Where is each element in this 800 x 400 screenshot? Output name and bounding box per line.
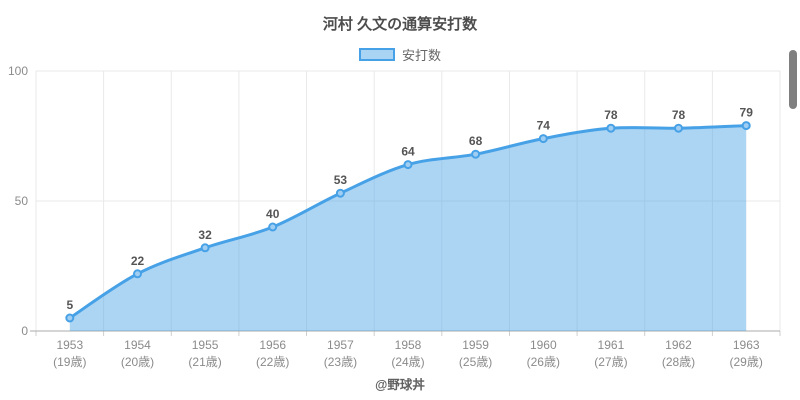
y-tick-label: 50 xyxy=(15,194,29,208)
data-point[interactable] xyxy=(335,188,345,198)
x-tick-label-age: (29歳) xyxy=(730,355,763,369)
x-tick-label-year: 1955 xyxy=(192,338,219,352)
x-tick-label-age: (24歳) xyxy=(391,355,424,369)
y-tick-label: 0 xyxy=(21,324,28,338)
data-point-label: 74 xyxy=(537,119,551,133)
legend-label: 安打数 xyxy=(401,48,441,63)
x-tick-label-year: 1959 xyxy=(462,338,489,352)
x-tick-label-year: 1957 xyxy=(327,338,354,352)
data-point[interactable] xyxy=(606,123,616,133)
data-point-label: 78 xyxy=(672,108,686,122)
x-tick-label-year: 1953 xyxy=(56,338,83,352)
data-point[interactable] xyxy=(674,123,683,133)
data-point[interactable] xyxy=(133,269,142,279)
data-point-label: 5 xyxy=(66,298,73,312)
x-tick-label-age: (20歳) xyxy=(121,355,154,369)
data-point-label: 68 xyxy=(469,134,483,148)
x-tick-label-year: 1958 xyxy=(395,338,422,352)
x-tick-label-age: (28歳) xyxy=(662,355,695,369)
x-tick-label-age: (25歳) xyxy=(459,355,492,369)
credit-text: @野球丼 xyxy=(375,378,425,392)
data-point-label: 40 xyxy=(266,207,280,221)
data-point[interactable] xyxy=(741,121,751,131)
x-tick-label-age: (26歳) xyxy=(527,355,560,369)
data-point[interactable] xyxy=(200,243,210,253)
x-tick-label-age: (21歳) xyxy=(188,355,221,369)
y-tick-label: 100 xyxy=(8,64,28,78)
x-tick-label-year: 1962 xyxy=(665,338,692,352)
x-tick-label-year: 1963 xyxy=(733,338,760,352)
data-point-label: 64 xyxy=(401,145,415,159)
legend-item[interactable]: 安打数 xyxy=(0,45,800,64)
data-point[interactable] xyxy=(471,149,481,159)
data-point-label: 53 xyxy=(334,173,348,187)
x-tick-label-age: (22歳) xyxy=(256,355,289,369)
data-point-label: 32 xyxy=(198,228,212,242)
x-tick-label-year: 1954 xyxy=(124,338,151,352)
x-tick-label-age: (19歳) xyxy=(53,355,86,369)
x-tick-label-year: 1961 xyxy=(598,338,625,352)
x-tick-label-year: 1956 xyxy=(259,338,286,352)
data-point[interactable] xyxy=(403,160,413,170)
data-point[interactable] xyxy=(538,134,548,144)
data-point[interactable] xyxy=(65,313,75,323)
series-area-fill xyxy=(69,125,747,331)
x-tick-label-age: (23歳) xyxy=(324,355,357,369)
data-point[interactable] xyxy=(268,222,278,232)
x-tick-label-year: 1960 xyxy=(530,338,557,352)
x-tick-label-age: (27歳) xyxy=(594,355,627,369)
data-point-label: 78 xyxy=(604,108,618,122)
scrollbar-thumb[interactable] xyxy=(789,50,797,109)
data-point-label: 22 xyxy=(131,254,145,268)
data-point-label: 79 xyxy=(740,106,754,120)
chart-title: 河村 久文の通算安打数 xyxy=(322,16,478,33)
legend-swatch-icon xyxy=(358,48,395,61)
